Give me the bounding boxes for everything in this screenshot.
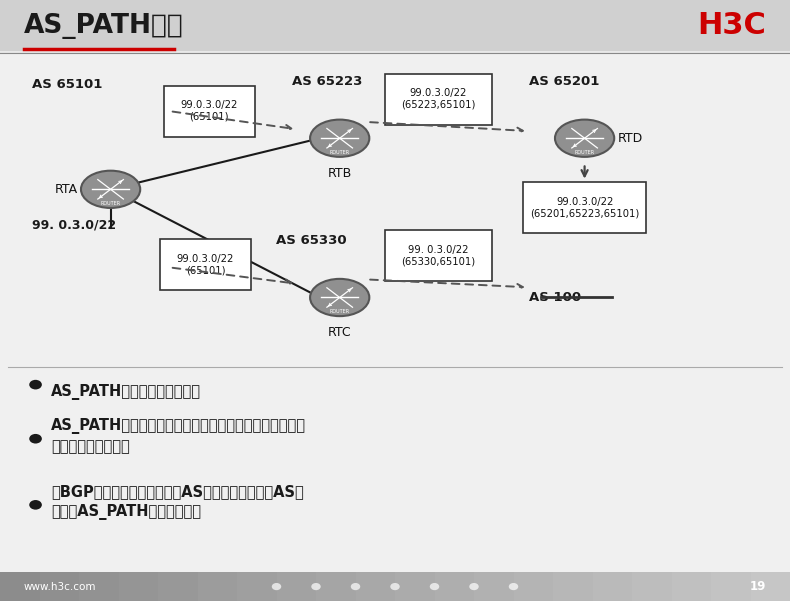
Circle shape <box>29 434 42 444</box>
Text: RTD: RTD <box>618 132 643 145</box>
Text: ROUTER: ROUTER <box>100 201 121 206</box>
Bar <box>276 572 316 601</box>
Bar <box>386 230 492 281</box>
Bar <box>0 572 40 601</box>
Text: AS 65223: AS 65223 <box>292 75 363 88</box>
Text: 99. 0.3.0/22
(65330,65101): 99. 0.3.0/22 (65330,65101) <box>401 245 476 266</box>
Text: ROUTER: ROUTER <box>574 150 595 155</box>
Bar <box>592 572 632 601</box>
Bar <box>672 572 711 601</box>
Text: RTB: RTB <box>328 167 352 180</box>
Ellipse shape <box>310 279 370 316</box>
Bar <box>118 572 158 601</box>
Circle shape <box>469 583 479 590</box>
Text: ROUTER: ROUTER <box>329 309 350 314</box>
Text: AS_PATH属性是路由到达一个目的地所经过的一系列自治
系统号码的有序列表: AS_PATH属性是路由到达一个目的地所经过的一系列自治 系统号码的有序列表 <box>51 418 307 454</box>
Text: AS 100: AS 100 <box>529 291 581 304</box>
Bar <box>356 572 395 601</box>
Bar <box>711 572 750 601</box>
Bar <box>160 239 251 290</box>
Bar <box>474 572 514 601</box>
Bar <box>553 572 592 601</box>
Text: AS_PATH属性: AS_PATH属性 <box>24 13 183 39</box>
Circle shape <box>272 583 281 590</box>
Circle shape <box>351 583 360 590</box>
Text: 99.0.3.0/22
(65201,65223,65101): 99.0.3.0/22 (65201,65223,65101) <box>530 197 639 218</box>
Bar <box>40 572 79 601</box>
Text: AS 65330: AS 65330 <box>276 234 347 247</box>
Bar <box>750 572 790 601</box>
Bar <box>435 572 474 601</box>
Circle shape <box>390 583 400 590</box>
Bar <box>237 572 276 601</box>
Text: 99.0.3.0/22
(65101): 99.0.3.0/22 (65101) <box>181 100 238 122</box>
Text: 19: 19 <box>750 580 766 593</box>
Text: 当BGP将一条路由通告到其他AS时，便会把自己的AS号
添加在AS_PATH列表的最前面: 当BGP将一条路由通告到其他AS时，便会把自己的AS号 添加在AS_PATH列表… <box>51 484 304 520</box>
Text: www.h3c.com: www.h3c.com <box>24 582 96 591</box>
Bar <box>514 572 553 601</box>
Ellipse shape <box>555 120 615 157</box>
Text: AS_PATH属性是公认必遵属性: AS_PATH属性是公认必遵属性 <box>51 383 201 400</box>
Bar <box>316 572 356 601</box>
Circle shape <box>29 500 42 510</box>
Bar <box>164 86 254 137</box>
Ellipse shape <box>310 120 370 157</box>
Text: ROUTER: ROUTER <box>329 150 350 155</box>
Ellipse shape <box>81 171 141 208</box>
Bar <box>0 0 790 51</box>
Bar <box>386 74 492 125</box>
Circle shape <box>29 380 42 389</box>
Bar <box>198 572 237 601</box>
Text: H3C: H3C <box>698 11 766 40</box>
Bar <box>395 572 435 601</box>
Text: 99. 0.3.0/22: 99. 0.3.0/22 <box>32 219 115 232</box>
Bar <box>0 53 790 572</box>
Text: AS 65101: AS 65101 <box>32 78 102 91</box>
Bar <box>158 572 198 601</box>
Bar <box>632 572 672 601</box>
Bar <box>523 182 646 233</box>
Text: 99.0.3.0/22
(65223,65101): 99.0.3.0/22 (65223,65101) <box>401 88 476 110</box>
Circle shape <box>430 583 439 590</box>
Text: RTA: RTA <box>55 183 77 196</box>
Text: 99.0.3.0/22
(65101): 99.0.3.0/22 (65101) <box>177 254 234 275</box>
Bar <box>79 572 118 601</box>
Text: RTC: RTC <box>328 326 352 340</box>
Circle shape <box>509 583 518 590</box>
Circle shape <box>311 583 321 590</box>
Text: AS 65201: AS 65201 <box>529 75 600 88</box>
